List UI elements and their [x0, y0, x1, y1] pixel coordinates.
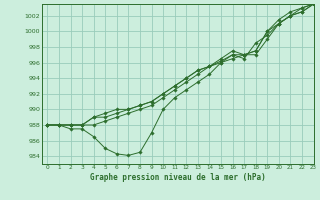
X-axis label: Graphe pression niveau de la mer (hPa): Graphe pression niveau de la mer (hPa)	[90, 173, 266, 182]
